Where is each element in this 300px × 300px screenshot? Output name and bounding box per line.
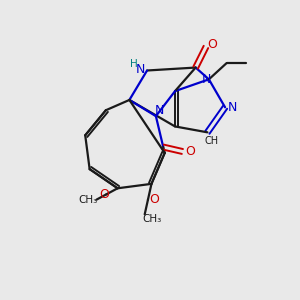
Text: CH: CH — [205, 136, 219, 146]
Text: O: O — [208, 38, 218, 50]
Text: CH₃: CH₃ — [78, 195, 97, 205]
Text: N: N — [136, 62, 145, 76]
Text: N: N — [228, 101, 237, 114]
Text: CH₃: CH₃ — [142, 214, 162, 224]
Text: N: N — [155, 104, 164, 117]
Text: N: N — [201, 73, 211, 86]
Text: O: O — [149, 193, 159, 206]
Text: O: O — [185, 145, 195, 158]
Text: H: H — [130, 59, 138, 69]
Text: O: O — [100, 188, 110, 201]
